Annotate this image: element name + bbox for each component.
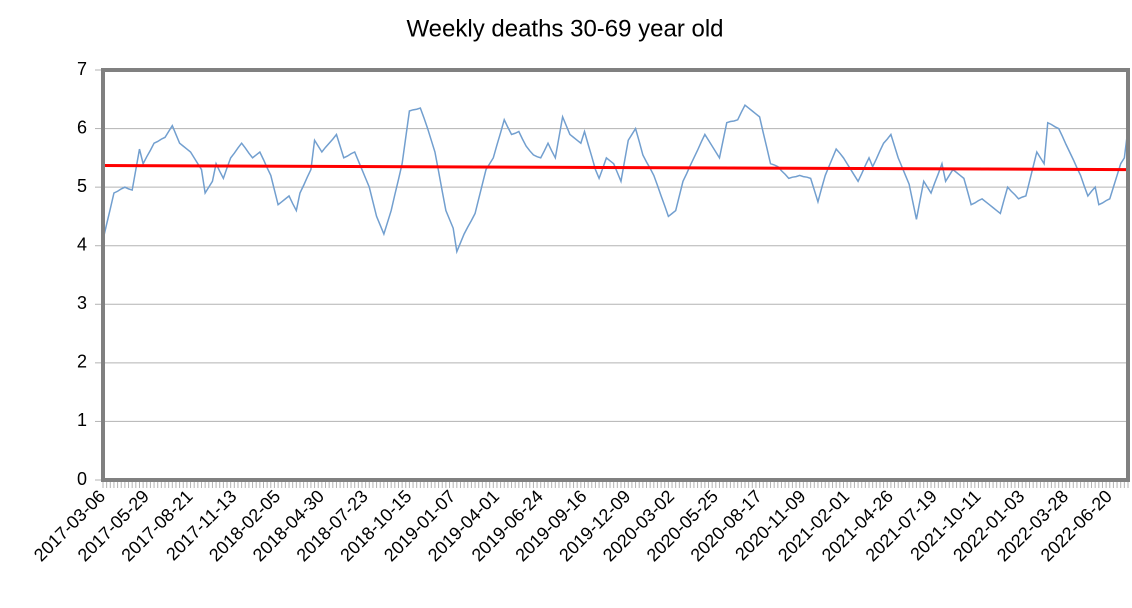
plot-border: [101, 68, 1130, 482]
y-tick-label: 7: [77, 59, 87, 79]
y-tick-label: 3: [77, 293, 87, 313]
chart-title: Weekly deaths 30-69 year old: [406, 15, 723, 42]
data-line: [102, 103, 1129, 255]
y-tick-label: 4: [77, 234, 87, 254]
y-tick-label: 5: [77, 176, 87, 196]
x-axis-ticks: [102, 480, 1129, 488]
y-tick-label: 6: [77, 117, 87, 137]
y-tick-label: 1: [77, 410, 87, 430]
trend-line: [102, 163, 1129, 172]
y-tick-label: 0: [77, 469, 87, 489]
y-tick-label: 2: [77, 352, 87, 372]
